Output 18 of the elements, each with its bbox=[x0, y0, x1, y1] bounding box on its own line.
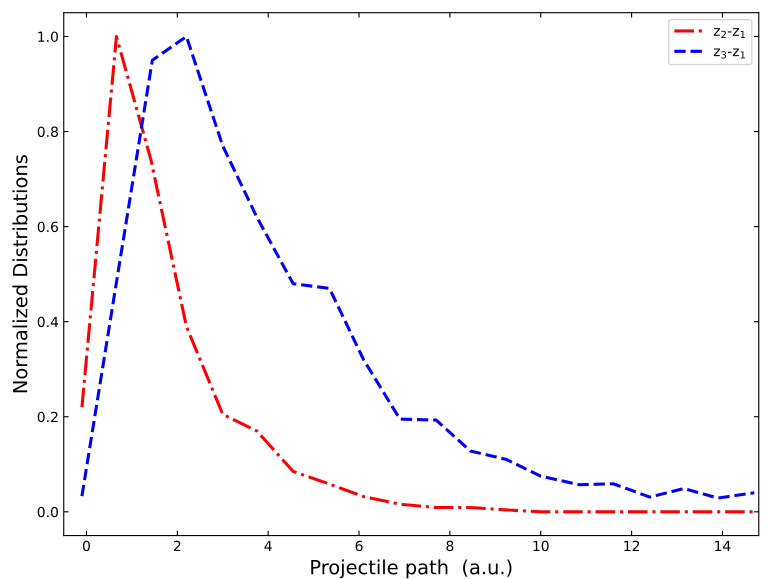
y-tick-label: 0.6 bbox=[38, 222, 58, 232]
y-tick-label: 0.2 bbox=[38, 412, 58, 422]
y-axis-title: Normalized Distributions bbox=[12, 155, 28, 392]
x-tick-label: 6 bbox=[356, 540, 363, 552]
x-tick-label: 8 bbox=[446, 540, 454, 552]
x-tick-label: 4 bbox=[264, 540, 272, 551]
y-tick-label: 0.8 bbox=[38, 126, 58, 138]
y-tick-label: 1.0 bbox=[38, 31, 58, 42]
legend-label: z$_{3}$-z$_{1}$ bbox=[714, 48, 745, 59]
x-axis-title: Projectile path (a.u.) bbox=[311, 559, 512, 578]
y-tick-label: 0.4 bbox=[38, 316, 58, 328]
x-tick-label: 10 bbox=[533, 540, 549, 552]
x-tick-label: 0 bbox=[82, 540, 90, 552]
x-tick-label: 14 bbox=[715, 540, 730, 551]
y-tick-label: 0.0 bbox=[38, 506, 58, 518]
x-tick-label: 2 bbox=[174, 540, 180, 551]
x-tick-label: 12 bbox=[624, 540, 640, 551]
legend-label: z$_{2}$-z$_{1}$ bbox=[714, 28, 745, 38]
